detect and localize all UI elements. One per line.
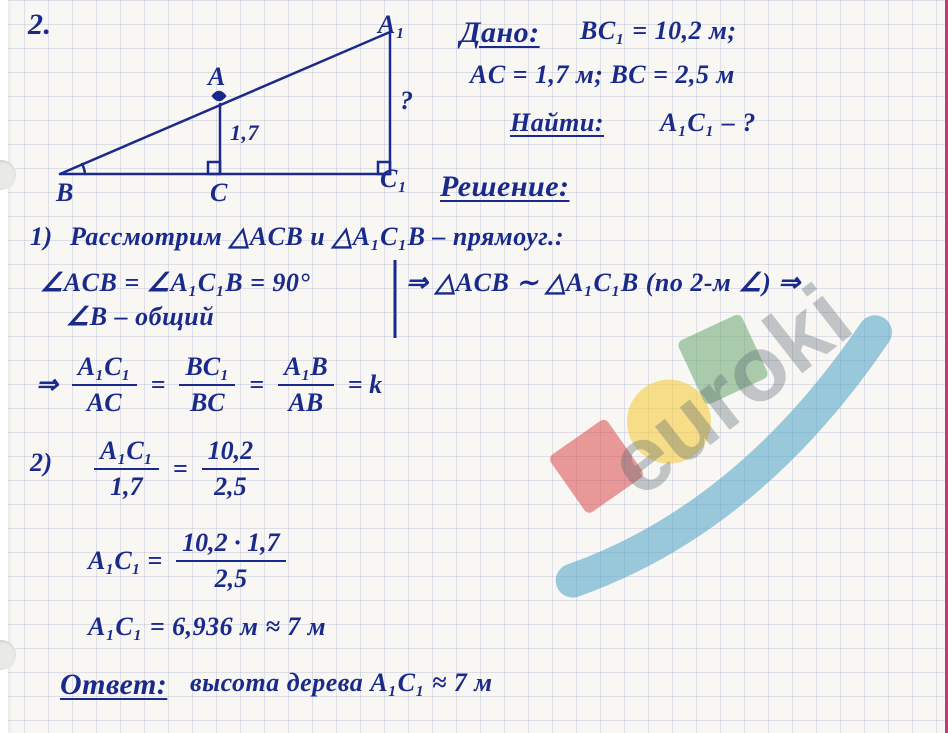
step1-angle-b-common: ∠B – общий bbox=[66, 302, 214, 332]
solution-heading: Решение: bbox=[440, 170, 570, 204]
given-ac-bc: AC = 1,7 м; BC = 2,5 м bbox=[470, 60, 735, 90]
fraction-a1c1-over-1-7: A₁C₁ 1,7 bbox=[90, 436, 163, 502]
step2-result: A₁C₁ = 6,936 м ≈ 7 м bbox=[88, 612, 326, 642]
equals-k: = k bbox=[348, 370, 382, 400]
step1-text: Рассмотрим △ACB и △A₁C₁B – прямоуг.: bbox=[70, 222, 564, 252]
answer-label: Ответ: bbox=[60, 668, 167, 702]
fraction-a1c1-over-ac: A₁C₁ AC bbox=[68, 352, 141, 418]
equals-sign: = bbox=[173, 454, 188, 484]
given-bc1: BC₁ = 10,2 м; bbox=[580, 16, 737, 46]
equals-sign: = bbox=[151, 370, 166, 400]
fraction-product-over-2-5: 10,2 · 1,7 2,5 bbox=[172, 528, 290, 594]
step2-eq1: A₁C₁ 1,7 = 10,2 2,5 bbox=[90, 436, 263, 502]
triangle-diagram bbox=[30, 14, 430, 204]
a1c1-equals: A₁C₁ = bbox=[88, 546, 162, 576]
step2-eq2: A₁C₁ = 10,2 · 1,7 2,5 bbox=[88, 528, 290, 594]
answer-text: высота дерева A₁C₁ ≈ 7 м bbox=[190, 668, 493, 698]
fraction-10-2-over-2-5: 10,2 2,5 bbox=[198, 436, 264, 502]
ratio-equation: ⇒ A₁C₁ AC = BC₁ BC = A₁B AB = k bbox=[36, 352, 382, 418]
find-heading: Найти: bbox=[510, 108, 604, 138]
vertical-bar-icon bbox=[390, 260, 400, 338]
step2-label: 2) bbox=[30, 448, 53, 478]
arrow-icon: ⇒ bbox=[36, 370, 58, 400]
step1-label: 1) bbox=[30, 222, 53, 252]
find-value: A₁C₁ – ? bbox=[660, 108, 756, 138]
fraction-a1b-over-ab: A₁B AB bbox=[274, 352, 338, 418]
equals-sign: = bbox=[249, 370, 264, 400]
step1-similar-conclusion: ⇒ △ACB ∼ △A₁C₁B (по 2-м ∠) ⇒ bbox=[406, 268, 801, 298]
given-heading: Дано: bbox=[460, 16, 540, 50]
handwriting-layer: 2. B C C₁ A A₁ 1,7 ? Дано: BC₁ = 10,2 м;… bbox=[0, 0, 948, 733]
step1-angles-90: ∠ACB = ∠A₁C₁B = 90° bbox=[40, 268, 310, 298]
fraction-bc1-over-bc: BC₁ BC bbox=[175, 352, 239, 418]
